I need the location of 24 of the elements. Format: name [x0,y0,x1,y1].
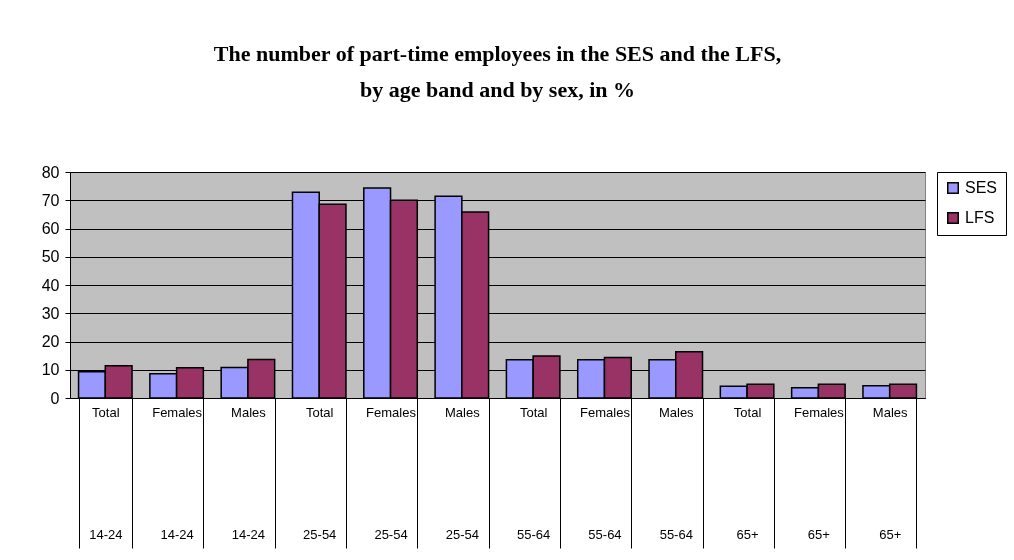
category-label: Females 25-54 [366,404,416,542]
y-tick-label: 40 [41,276,60,294]
y-tick-label: 30 [41,304,60,322]
category-label: Males 25-54 [445,404,480,542]
category-label: Females 14-24 [152,404,203,542]
legend-label: LFS [965,209,995,226]
category-label: Total 14-24 [89,404,123,542]
category-label: Females 65+ [793,404,844,542]
category-label: Males 14-24 [231,404,266,542]
y-tick-label: 70 [41,191,60,209]
category-label: Total 55-64 [517,404,551,542]
y-tick-label: 60 [41,220,60,237]
legend-label: SES [965,179,998,196]
category-label: Females 55-64 [580,404,630,542]
category-label: Total 25-54 [303,404,337,542]
chart-title: The number of part-time employees in the SES and the LFS, by age band and by sex, in % [213,41,782,102]
category-label: Males 55-64 [658,404,694,542]
y-tick-label: 50 [41,248,60,266]
y-tick-label: 10 [41,361,60,379]
y-tick-label: 20 [41,333,60,350]
category-label: Males 65+ [872,404,908,542]
y-tick-label: 80 [41,163,60,181]
category-label: Total 65+ [733,404,762,542]
y-tick-label: 0 [50,389,60,407]
